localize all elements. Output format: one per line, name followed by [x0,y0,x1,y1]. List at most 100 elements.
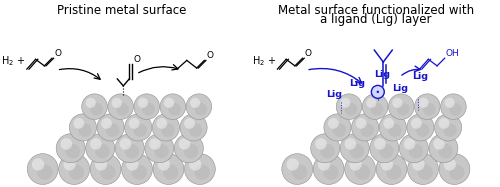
Circle shape [95,158,107,171]
Circle shape [189,158,202,171]
Circle shape [314,154,344,184]
Circle shape [370,103,384,116]
Circle shape [440,94,466,119]
Text: Lig: Lig [392,84,407,93]
Circle shape [186,94,212,119]
Circle shape [344,103,358,116]
Circle shape [160,94,186,119]
Circle shape [411,118,422,129]
Text: Lig: Lig [349,79,365,88]
Circle shape [184,118,195,129]
Circle shape [324,164,338,180]
Circle shape [332,123,346,137]
Circle shape [153,154,184,184]
Text: a ligand (Lig) layer: a ligand (Lig) layer [320,13,432,27]
Circle shape [82,94,108,119]
Circle shape [95,144,110,158]
Circle shape [429,134,458,163]
Text: Lig: Lig [412,72,428,82]
Circle shape [161,123,174,137]
Circle shape [414,94,440,119]
Circle shape [449,103,462,116]
Circle shape [423,103,436,116]
Circle shape [126,158,138,171]
Circle shape [178,138,190,150]
Circle shape [101,118,112,129]
Circle shape [74,118,85,129]
Circle shape [58,154,90,184]
Circle shape [194,164,210,180]
Circle shape [408,154,438,184]
Circle shape [392,98,402,108]
Circle shape [409,144,424,158]
Circle shape [340,134,369,163]
Circle shape [189,123,202,137]
Text: Lig: Lig [326,90,342,99]
Circle shape [354,164,370,180]
Circle shape [194,103,207,116]
Circle shape [163,164,178,180]
Circle shape [352,114,378,141]
Circle shape [328,118,339,129]
Circle shape [68,164,84,180]
Circle shape [397,103,409,116]
Circle shape [444,98,454,108]
Circle shape [318,158,330,171]
Circle shape [434,114,462,141]
Circle shape [336,94,362,119]
Circle shape [388,94,414,119]
Circle shape [28,154,58,184]
Circle shape [90,103,103,116]
Circle shape [184,154,216,184]
Circle shape [404,138,415,150]
Circle shape [86,98,96,108]
Circle shape [180,114,207,141]
Circle shape [376,91,379,93]
Circle shape [152,114,180,141]
Circle shape [134,123,147,137]
Circle shape [418,164,433,180]
Circle shape [449,164,464,180]
Circle shape [190,98,200,108]
Circle shape [138,98,148,108]
Circle shape [379,144,394,158]
Text: O: O [304,49,312,58]
Circle shape [97,114,124,141]
Circle shape [438,144,453,158]
Circle shape [350,144,364,158]
Circle shape [158,158,170,171]
Circle shape [64,158,76,171]
Circle shape [444,158,456,171]
Circle shape [374,138,386,150]
Text: Lig: Lig [374,70,390,79]
Circle shape [376,154,407,184]
Circle shape [360,123,374,137]
Circle shape [132,164,147,180]
Text: O: O [206,51,214,60]
Circle shape [112,98,122,108]
Circle shape [164,98,174,108]
Circle shape [439,154,470,184]
Circle shape [444,123,457,137]
Circle shape [370,134,399,163]
Circle shape [78,123,92,137]
Circle shape [400,134,428,163]
Circle shape [310,134,340,163]
Circle shape [292,164,307,180]
Circle shape [286,158,299,171]
Circle shape [32,158,44,171]
Circle shape [416,123,430,137]
Circle shape [106,123,120,137]
Circle shape [174,134,204,163]
Circle shape [100,164,116,180]
Circle shape [38,164,52,180]
Circle shape [124,144,139,158]
Circle shape [379,114,406,141]
Circle shape [434,138,445,150]
Circle shape [412,158,424,171]
Circle shape [154,144,168,158]
Circle shape [145,134,174,163]
Circle shape [340,98,350,108]
Circle shape [122,154,152,184]
Circle shape [344,154,376,184]
